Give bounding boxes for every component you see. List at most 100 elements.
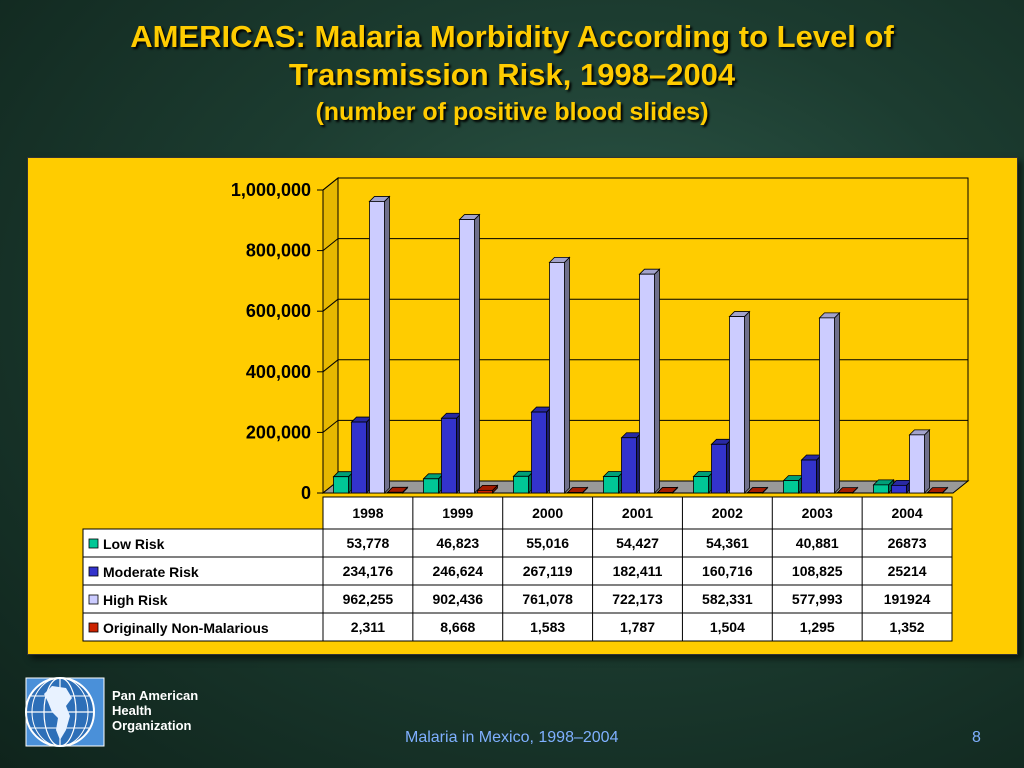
chart-panel: 0 200,000 400,000 600,000 800,000 1,000,000 19… [27,157,1018,655]
org-name-line1: Pan American [112,688,199,703]
table-cell-value: 1,504 [710,619,745,635]
bar [567,492,583,494]
bar [819,317,835,494]
page-number: 8 [972,729,981,746]
table-cell-value: 53,778 [347,535,390,551]
table-cell-value: 8,668 [440,619,475,635]
legend-label: Moderate Risk [103,564,199,580]
bar [639,273,655,494]
bar [783,480,799,494]
bar [873,484,889,494]
table-cell-value: 40,881 [796,535,839,551]
legend-swatch [88,594,99,605]
category-label: 1998 [352,505,383,521]
bar [531,411,547,494]
bar [351,421,367,494]
table-cell-value: 761,078 [522,591,573,607]
bar [333,476,349,494]
table-cell-value: 1,787 [620,619,655,635]
y-tick-label: 800,000 [246,241,311,261]
bar [837,492,853,494]
slide-footer: Malaria in Mexico, 1998–2004 [405,729,619,746]
gridline-side [322,298,339,312]
table-cell-value: 2,311 [351,619,385,635]
bar [441,417,457,494]
y-tick-label: 400,000 [246,362,311,382]
category-label: 2001 [622,505,653,521]
legend-label: High Risk [103,592,168,608]
legend-label: Originally Non-Malarious [103,620,269,636]
table-header-row [322,496,953,530]
table-cell-value: 902,436 [432,591,483,607]
category-label: 2002 [712,505,743,521]
bar [423,478,439,494]
bar [693,476,709,494]
org-name-line3: Organization [112,718,192,733]
bar-side [474,213,480,494]
org-name: Pan American Health Organization [112,688,198,733]
category-label: 2004 [891,505,922,521]
bar [513,475,529,494]
table-cell-value: 582,331 [702,591,753,607]
slide-title: AMERICAS: Malaria Morbidity According to… [0,18,1024,94]
legend-swatch [88,566,99,577]
bar [657,492,673,494]
table-cell-value: 267,119 [523,563,573,579]
bar [747,492,763,494]
bar [729,316,745,494]
bar-side [654,268,660,494]
table-cell-value: 46,823 [436,535,479,551]
table-cell-value: 234,176 [343,563,394,579]
gridline-side [322,359,339,373]
bar [621,437,637,494]
bar [711,443,727,494]
category-label: 2000 [532,505,563,521]
bar-side [834,311,840,494]
table-cell-value: 722,173 [612,591,663,607]
bar [891,484,907,494]
table-cell-value: 25214 [888,563,927,579]
table-cell-value: 26873 [888,535,927,551]
table-cell-value: 1,295 [800,619,835,635]
y-tick-label: 600,000 [246,301,311,321]
legend-swatch [88,622,99,633]
bar [927,492,943,494]
paho-globe-logo [25,677,105,747]
gridline-side [322,420,339,433]
y-tick-label: 1,000,000 [231,180,311,200]
table-cell-value: 182,411 [613,563,663,579]
table-cell-value: 191924 [884,591,931,607]
plot-side-wall [322,176,339,495]
y-tick-label: 200,000 [246,422,311,442]
category-label: 2003 [802,505,833,521]
table-cell-value: 577,993 [792,591,843,607]
bar [459,219,475,494]
bar [801,459,817,494]
bar [909,434,925,494]
slide-title-line1: AMERICAS: Malaria Morbidity According to… [130,19,894,54]
bar [387,491,403,494]
category-label: 1999 [442,505,473,521]
table-cell-value: 54,427 [616,535,659,551]
bar-side [924,428,930,494]
slide-title-line2: Transmission Risk, 1998–2004 [288,57,736,92]
bar-side [744,310,750,494]
legend-swatch [88,538,99,549]
table-cell-value: 962,255 [343,591,394,607]
table-cell-value: 54,361 [706,535,749,551]
bar [549,261,565,494]
table-cell-value: 108,825 [792,563,843,579]
table-cell-value: 246,624 [432,563,483,579]
table-cell-value: 1,352 [890,619,925,635]
slide-subtitle: (number of positive blood slides) [315,98,709,126]
bar [603,476,619,494]
org-name-line2: Health [112,703,152,718]
gridline-side [322,238,339,251]
bar-side [564,256,570,494]
gridline-side [322,177,339,191]
bar-chart: 0 200,000 400,000 600,000 800,000 1,000,000 19… [82,176,970,642]
table-cell-value: 1,583 [530,619,565,635]
table-cell-value: 160,716 [702,563,753,579]
bar [477,489,493,494]
y-tick-label: 0 [301,483,311,503]
